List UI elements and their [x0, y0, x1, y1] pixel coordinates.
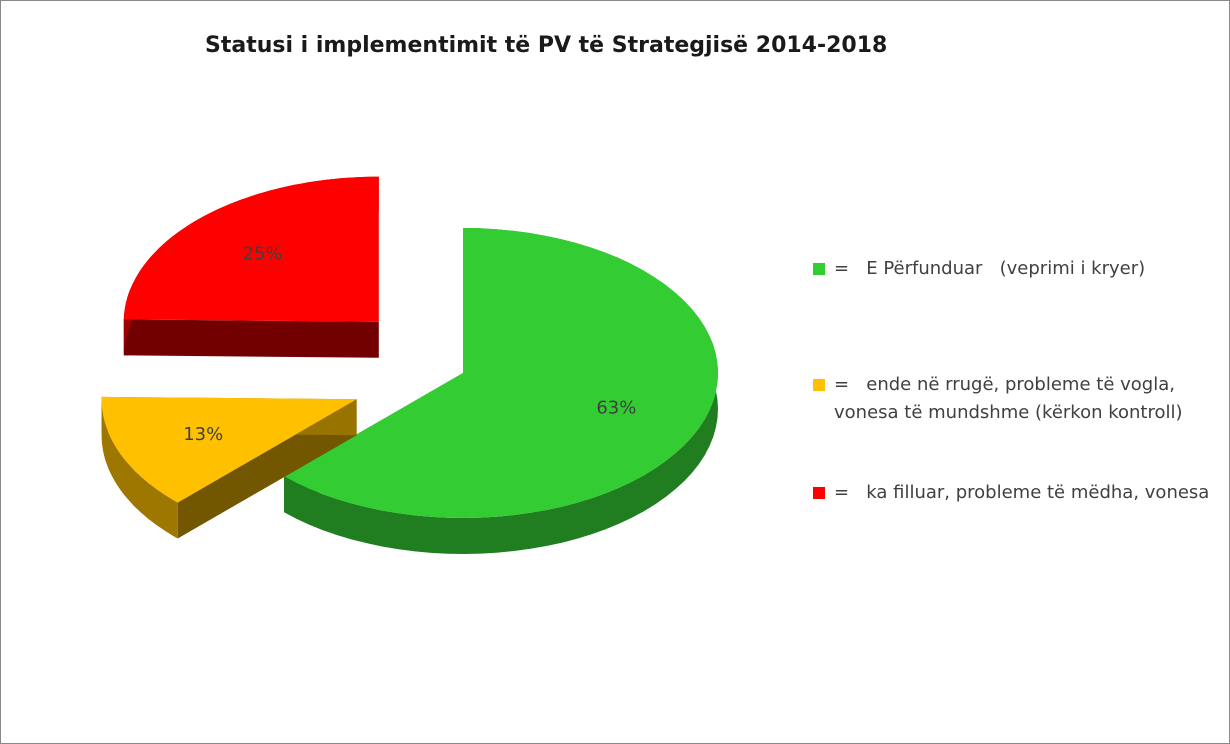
- legend-label: = E Përfunduar (veprimi i kryer): [834, 258, 1146, 279]
- slice-side: [284, 228, 718, 554]
- legend-label: = ka filluar, probleme të mëdha, vonesa: [834, 482, 1210, 503]
- legend-label: = ende në rrugë, probleme të vogla, vone…: [834, 374, 1183, 423]
- slice-top: [284, 228, 718, 518]
- legend-item: = ende në rrugë, probleme të vogla, vone…: [813, 371, 1213, 427]
- data-label: 25%: [243, 244, 283, 265]
- slice-side: [123, 319, 379, 358]
- legend-item: = ka filluar, probleme të mëdha, vonesa: [813, 479, 1213, 507]
- slice-top: [101, 396, 357, 503]
- slice: [284, 228, 718, 554]
- slice: [101, 396, 357, 539]
- slice-top: [123, 176, 379, 322]
- legend-swatch: [813, 379, 825, 391]
- slice: [123, 176, 379, 358]
- legend-item: = E Përfunduar (veprimi i kryer): [813, 255, 1213, 283]
- legend-swatch: [813, 263, 825, 275]
- data-label: 13%: [183, 424, 223, 445]
- legend-swatch: [813, 487, 825, 499]
- slice-side: [101, 396, 178, 539]
- data-label: 63%: [596, 398, 636, 419]
- chart-title: Statusi i implementimit të PV të Strateg…: [205, 33, 888, 58]
